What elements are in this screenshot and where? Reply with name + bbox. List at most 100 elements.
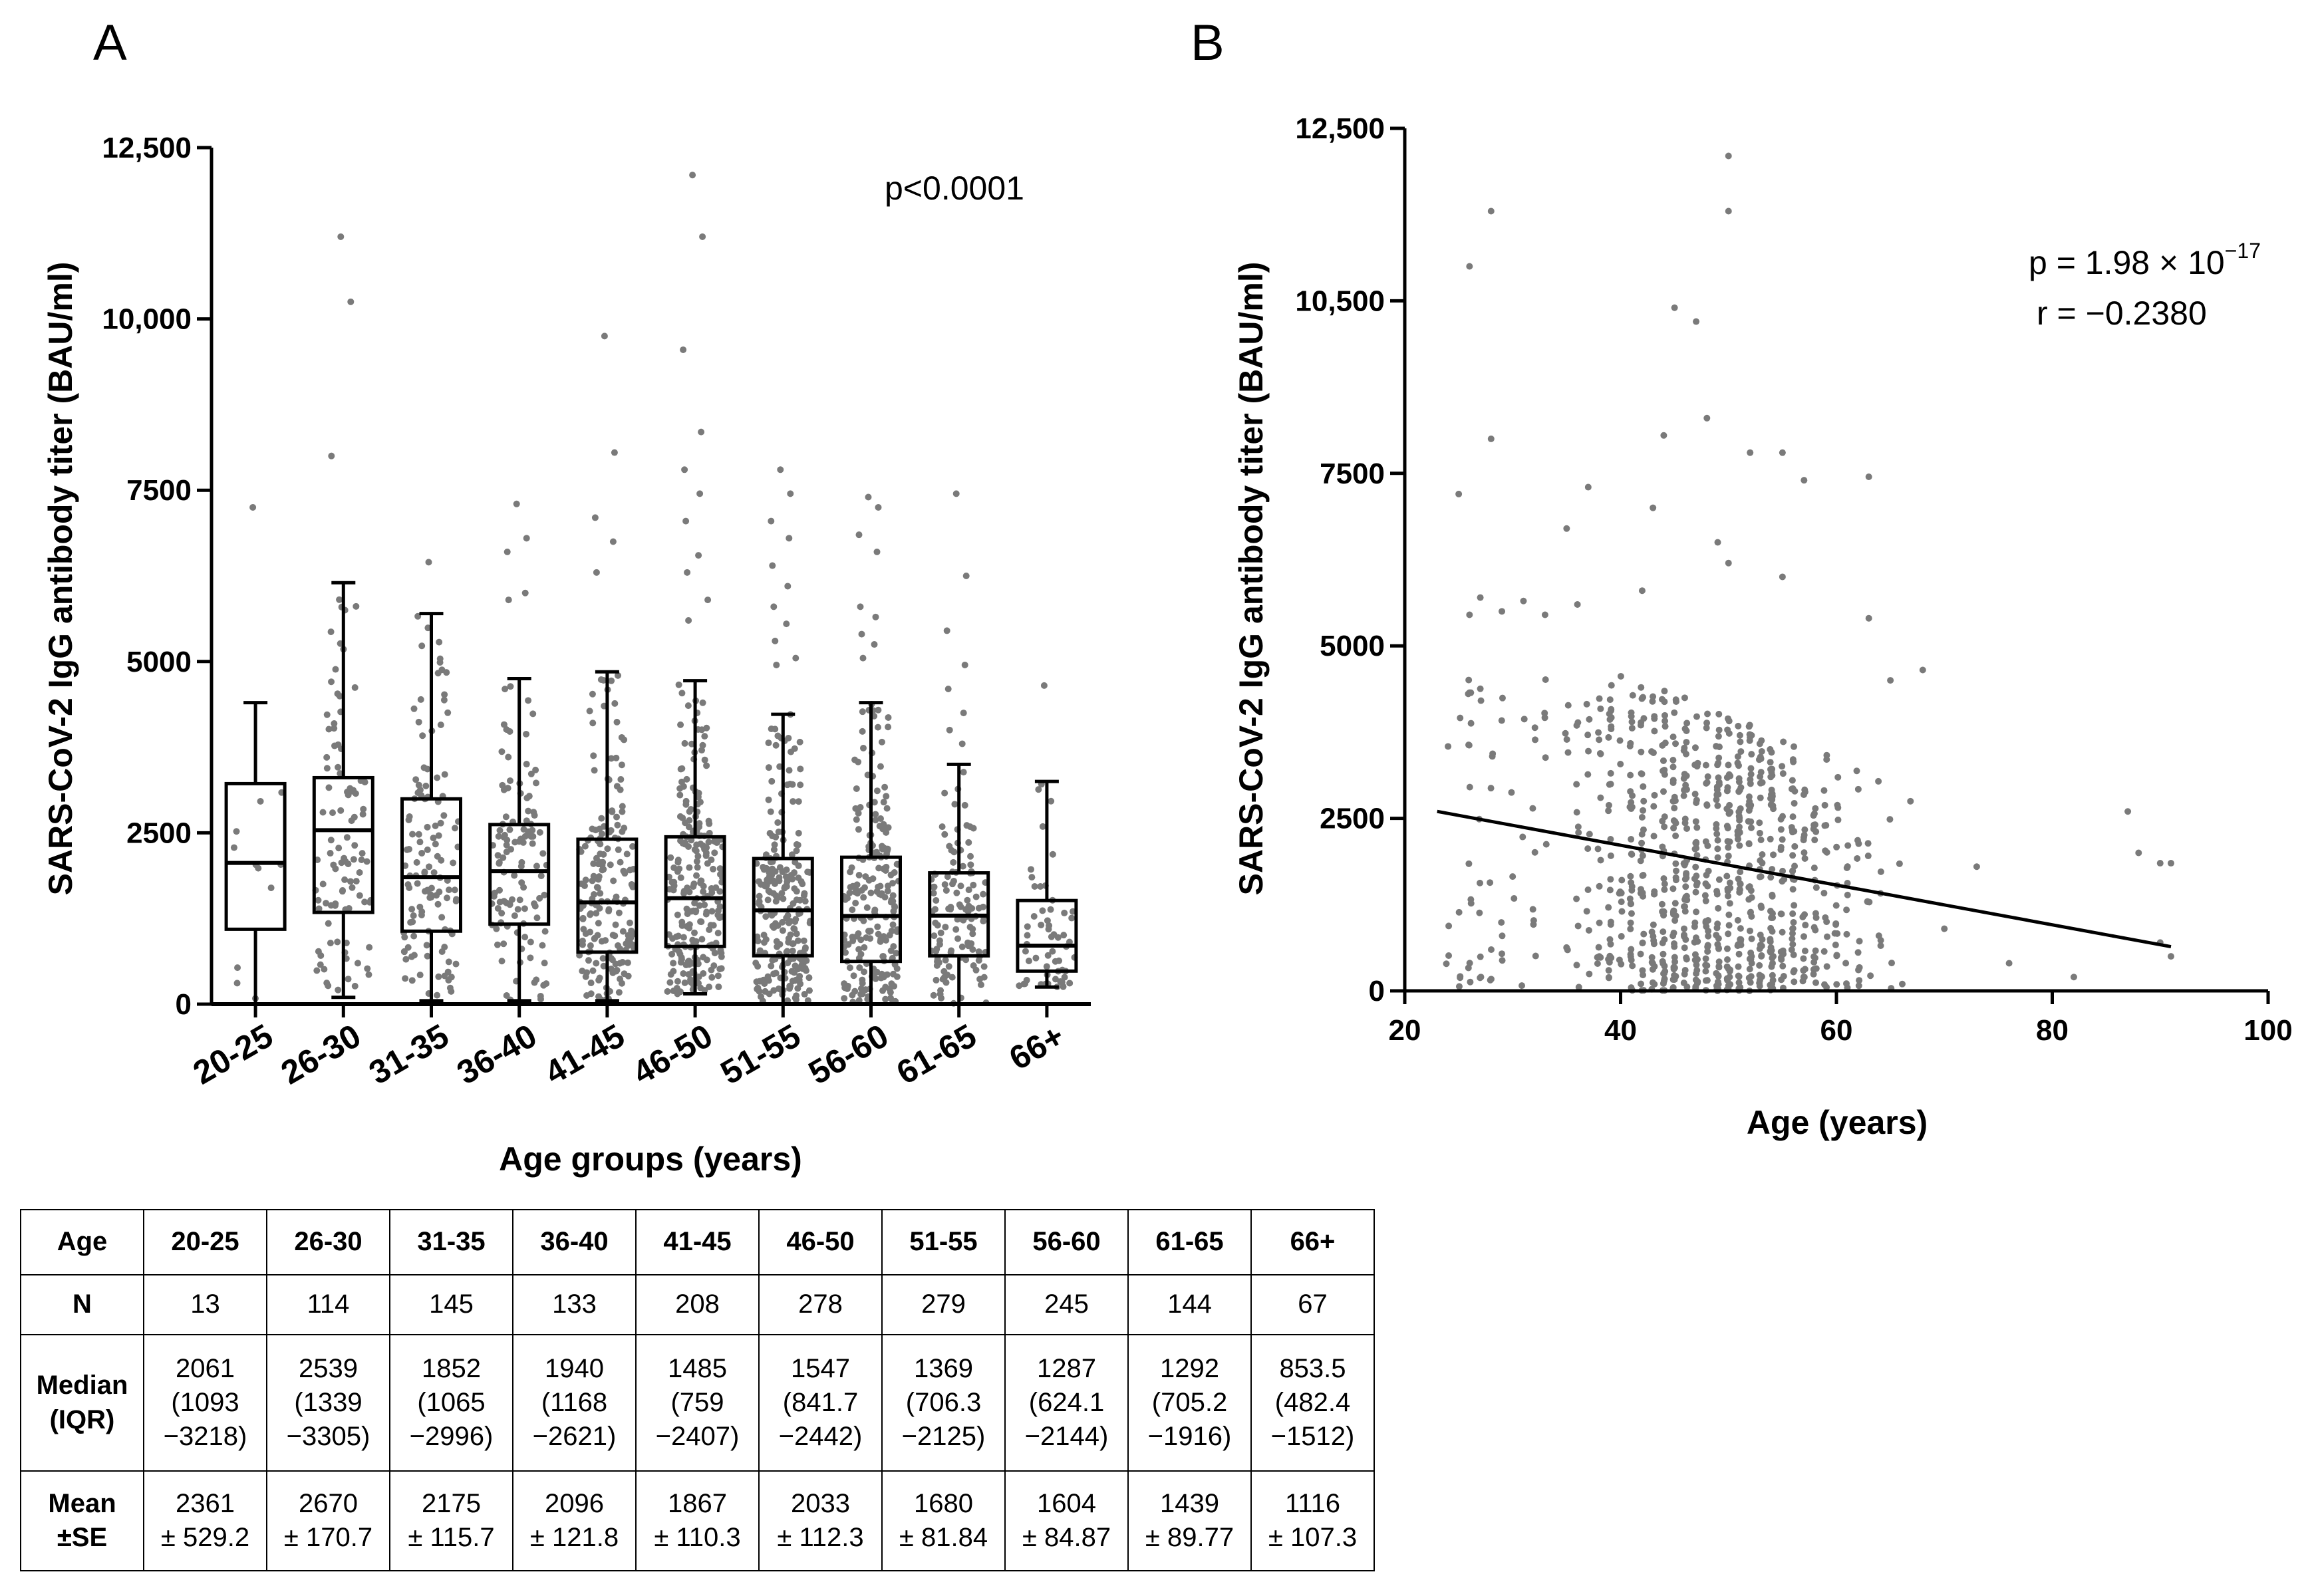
panel-b-data-point	[1681, 944, 1688, 952]
panel-a-x-tick-label: 20-25	[187, 1017, 279, 1091]
panel-a-data-point	[697, 918, 704, 925]
panel-a-data-point	[582, 973, 589, 980]
table-cell-median-iqr: 1547 (841.7 −2442)	[758, 1334, 883, 1472]
table-cell-n: 144	[1127, 1274, 1252, 1335]
panel-a-data-point	[600, 676, 607, 684]
panel-a-data-point	[770, 987, 778, 994]
panel-b-data-point	[1723, 945, 1731, 952]
panel-a-data-point	[496, 827, 504, 834]
panel-a-data-point	[855, 946, 863, 953]
panel-a-data-point	[1044, 917, 1051, 924]
panel-b-data-point	[1735, 722, 1742, 730]
panel-a-data-point	[675, 681, 682, 688]
panel-b-data-point	[1737, 748, 1745, 755]
panel-b-data-point	[2135, 849, 2142, 857]
panel-b-data-point	[1767, 944, 1775, 951]
panel-b-data-point	[1791, 843, 1799, 850]
panel-b-data-point	[1671, 954, 1678, 961]
panel-a-data-point	[417, 696, 424, 703]
panel-a-outlier-point	[943, 627, 950, 634]
panel-a-data-point	[715, 983, 722, 990]
panel-a-data-point	[363, 858, 370, 865]
panel-b-data-point	[1812, 910, 1819, 917]
panel-a-data-point	[686, 864, 693, 871]
panel-a-data-point	[506, 901, 513, 908]
panel-b-data-point	[1584, 732, 1592, 739]
panel-a-data-point	[891, 869, 898, 876]
panel-a-data-point	[403, 846, 410, 853]
panel-a-data-point	[609, 969, 617, 976]
panel-b-data-point	[1669, 885, 1677, 892]
panel-a-data-point	[587, 980, 595, 987]
panel-a-data-point	[533, 863, 540, 870]
panel-a-data-point	[687, 976, 694, 984]
panel-a-data-point	[434, 992, 441, 999]
panel-a-data-point	[520, 826, 527, 833]
panel-a-data-point	[1022, 948, 1029, 955]
panel-a-data-point	[674, 859, 682, 866]
panel-a-data-point	[857, 985, 865, 992]
panel-b-data-point	[1725, 853, 1732, 860]
panel-a-data-point	[793, 896, 800, 904]
panel-a-outlier-point	[786, 535, 793, 542]
panel-a-data-point	[795, 798, 802, 805]
panel-b-data-point	[1714, 845, 1721, 853]
panel-b-data-point	[1638, 695, 1646, 702]
panel-a-data-point	[233, 828, 240, 835]
panel-a-data-point	[930, 890, 937, 897]
panel-b-data-point	[1669, 777, 1677, 784]
panel-a-data-point	[774, 894, 782, 902]
panel-a-data-point	[700, 954, 707, 961]
panel-a-data-point	[608, 677, 615, 684]
panel-b-data-point	[1725, 930, 1732, 938]
panel-b-data-point	[1661, 698, 1668, 706]
panel-a-data-point	[406, 884, 413, 891]
panel-a-data-point	[424, 952, 431, 960]
panel-a-data-point	[930, 992, 937, 999]
panel-b-data-point	[1714, 854, 1721, 861]
panel-a-data-point	[619, 928, 627, 935]
panel-b-data-point	[1823, 963, 1830, 970]
panel-b-data-point	[1681, 771, 1688, 778]
panel-b-data-point	[1691, 744, 1699, 751]
panel-b-data-point	[1638, 587, 1646, 595]
panel-a-outlier-point	[699, 233, 706, 240]
panel-a-box-iqr	[664, 835, 726, 948]
table-cell-n: 114	[266, 1274, 390, 1335]
panel-a-outlier-point	[593, 569, 600, 576]
panel-a-data-point	[444, 968, 452, 976]
panel-a-data-point	[504, 837, 511, 844]
panel-a-data-point	[594, 932, 601, 939]
panel-a-data-point	[618, 980, 625, 987]
panel-a-data-point	[435, 832, 442, 839]
panel-a-data-point	[887, 898, 895, 906]
panel-a-data-point	[591, 767, 598, 774]
panel-b-data-point	[1757, 773, 1764, 780]
panel-a-data-point	[613, 893, 620, 900]
panel-b-data-point	[1715, 754, 1723, 761]
panel-b-data-point	[1562, 730, 1569, 737]
panel-a-data-point	[500, 721, 507, 728]
panel-a-outlier-point	[696, 490, 704, 497]
panel-b-data-point	[1662, 723, 1669, 730]
panel-a-data-point	[500, 940, 507, 948]
panel-b-y-tick-label: 5000	[1320, 630, 1385, 662]
panel-a-data-point	[664, 988, 671, 995]
panel-b-data-point	[1833, 843, 1840, 851]
panel-a-data-point	[418, 849, 426, 857]
panel-a-data-point	[618, 761, 625, 769]
panel-b-data-point	[1789, 813, 1797, 821]
panel-b-data-point	[1638, 980, 1645, 988]
panel-a-data-point	[756, 892, 763, 900]
panel-a-data-point	[942, 886, 950, 894]
panel-a-data-point	[323, 711, 331, 718]
panel-a-data-point	[628, 880, 635, 888]
panel-b-data-point	[1672, 874, 1679, 881]
panel-b-data-point	[1726, 879, 1733, 886]
panel-b-data-point	[1607, 836, 1614, 843]
panel-b-y-tick-label: 2500	[1320, 803, 1385, 835]
panel-a-data-point	[969, 926, 976, 933]
panel-b-data-point	[1541, 714, 1548, 722]
panel-b-data-point	[1714, 837, 1721, 844]
panel-a-data-point	[498, 910, 506, 917]
